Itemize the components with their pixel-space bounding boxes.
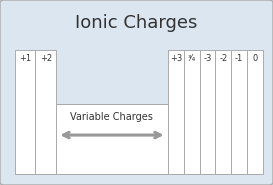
Bar bbox=[247, 50, 263, 174]
Text: -1: -1 bbox=[235, 54, 243, 63]
Bar bbox=[184, 50, 200, 174]
Text: Ionic Charges: Ionic Charges bbox=[75, 14, 198, 32]
Bar bbox=[15, 50, 35, 174]
Text: +1: +1 bbox=[19, 54, 31, 63]
Text: -2: -2 bbox=[219, 54, 227, 63]
Text: -3: -3 bbox=[203, 54, 212, 63]
Bar bbox=[168, 50, 184, 174]
Text: +2: +2 bbox=[40, 54, 52, 63]
Text: Variable Charges: Variable Charges bbox=[70, 112, 153, 122]
Text: ³⁄₄: ³⁄₄ bbox=[188, 54, 196, 63]
Bar bbox=[56, 104, 168, 174]
Text: 0: 0 bbox=[252, 54, 258, 63]
Bar bbox=[35, 50, 56, 174]
Text: +3: +3 bbox=[170, 54, 182, 63]
Bar bbox=[215, 50, 231, 174]
Bar bbox=[231, 50, 247, 174]
Bar bbox=[200, 50, 215, 174]
Bar bbox=[56, 50, 168, 104]
